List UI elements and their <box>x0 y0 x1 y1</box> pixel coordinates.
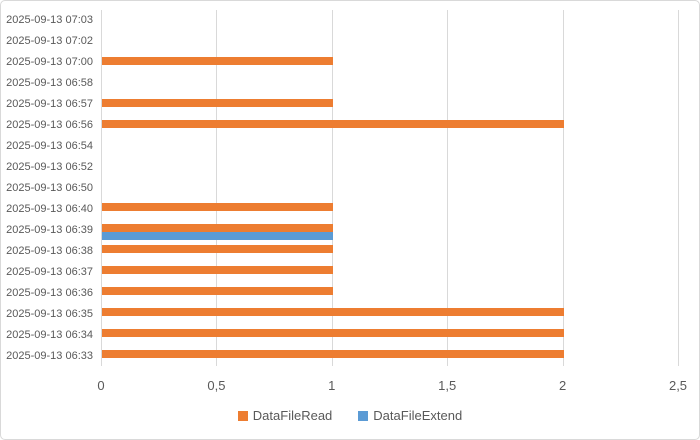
y-axis-label: 2025-09-13 06:50 <box>6 181 93 194</box>
y-axis-label: 2025-09-13 07:03 <box>6 14 93 27</box>
gridline <box>101 10 102 366</box>
y-axis-label: 2025-09-13 06:56 <box>6 119 93 132</box>
gridline <box>678 10 679 366</box>
y-axis: 2025-09-13 07:03 2025-09-13 07:02 2025-09-… <box>1 1 93 439</box>
legend: DataFileRead DataFileExtend <box>1 408 699 423</box>
x-axis-label: 1 <box>328 378 336 393</box>
gridline <box>562 10 564 366</box>
bar-datafileread[interactable] <box>102 203 333 212</box>
bar-datafileread[interactable] <box>102 98 333 107</box>
legend-label: DataFileRead <box>252 408 333 423</box>
bar-datafileread[interactable] <box>102 287 333 296</box>
y-axis-label: 2025-09-13 07:00 <box>6 56 93 69</box>
y-axis-label: 2025-09-13 06:57 <box>6 98 93 111</box>
y-axis-label: 2025-09-13 06:54 <box>6 140 93 153</box>
y-axis-label: 2025-09-13 06:52 <box>6 161 93 174</box>
legend-swatch-icon <box>237 410 248 421</box>
legend-swatch-icon <box>358 410 369 421</box>
y-axis-label: 2025-09-13 06:35 <box>6 307 93 320</box>
y-axis-label: 2025-09-13 06:37 <box>6 265 93 278</box>
plot-area <box>101 10 679 366</box>
legend-label: DataFileExtend <box>373 408 463 423</box>
x-axis-label: 2,5 <box>668 378 688 393</box>
gridline <box>331 10 333 366</box>
y-axis-label: 2025-09-13 06:58 <box>6 77 93 90</box>
bar-datafileread[interactable] <box>102 224 333 233</box>
x-axis-label: 1,5 <box>438 378 457 393</box>
bar-datafileread[interactable] <box>102 119 564 128</box>
bar-datafileread[interactable] <box>102 56 333 65</box>
legend-item-datafileextend[interactable]: DataFileExtend <box>358 408 462 423</box>
y-axis-label: 2025-09-13 06:40 <box>6 202 93 215</box>
bar-datafileread[interactable] <box>102 266 333 275</box>
legend-item-datafileread[interactable]: DataFileRead <box>237 408 333 423</box>
x-axis-label: 2 <box>558 378 567 393</box>
bar-datafileread[interactable] <box>102 350 564 359</box>
y-axis-label: 2025-09-13 06:33 <box>6 349 93 362</box>
x-axis-label: 0,5 <box>207 378 226 393</box>
gridline <box>216 10 218 366</box>
y-axis-label: 2025-09-13 06:34 <box>6 328 93 341</box>
y-axis-label: 2025-09-13 06:36 <box>6 286 93 299</box>
bar-datafileextend[interactable] <box>102 232 333 241</box>
y-axis-label: 2025-09-13 06:39 <box>6 223 93 236</box>
x-axis-label: 0 <box>97 378 105 393</box>
y-axis-label: 2025-09-13 06:38 <box>6 244 93 257</box>
y-axis-label: 2025-09-13 07:02 <box>6 35 93 48</box>
bar-datafileread[interactable] <box>102 308 564 317</box>
bar-datafileread[interactable] <box>102 329 564 338</box>
gridline <box>447 10 449 366</box>
bar-datafileread[interactable] <box>102 245 333 254</box>
